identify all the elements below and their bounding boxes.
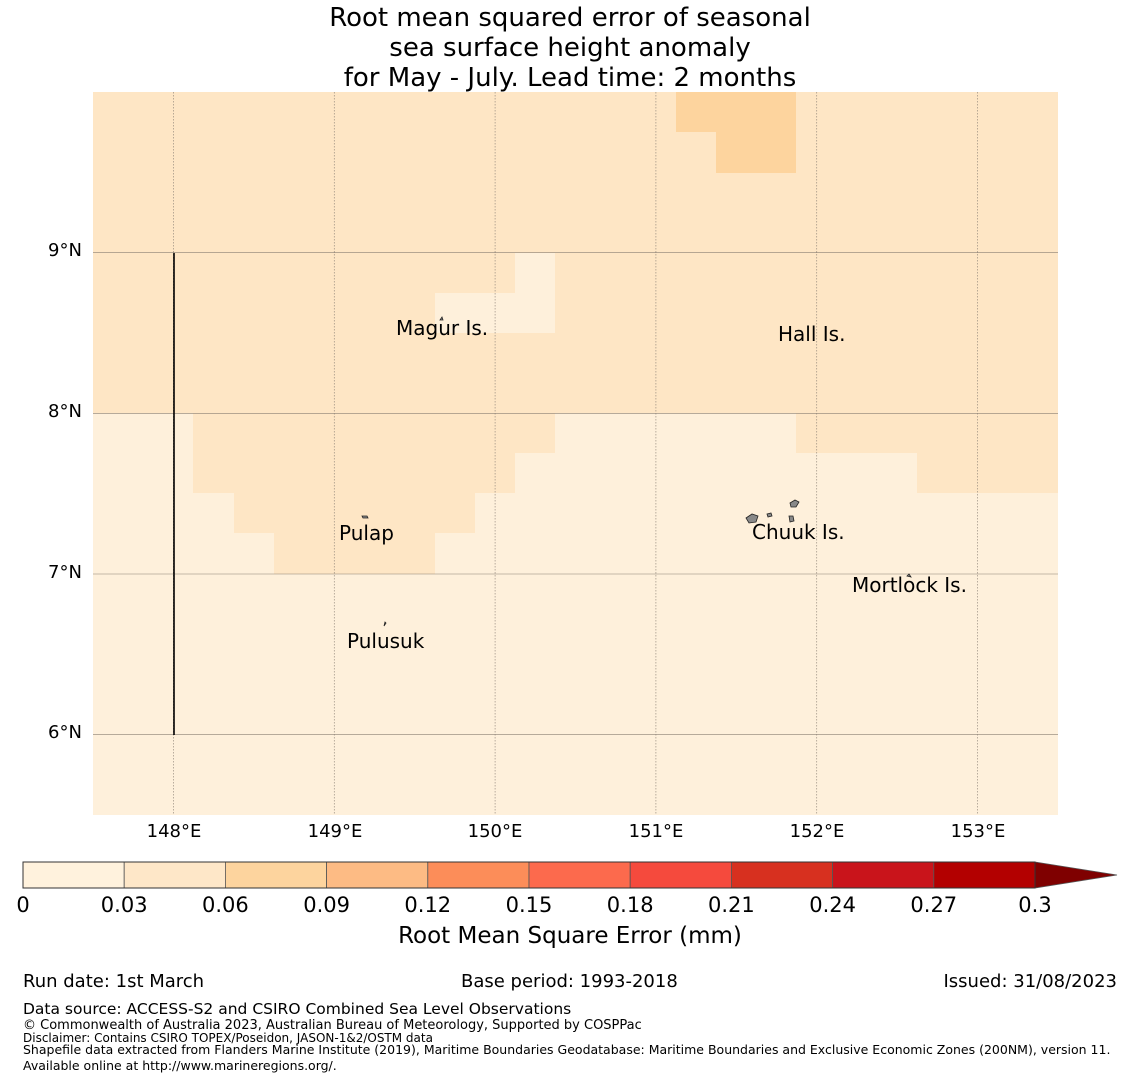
colorbar-swatch	[427, 861, 530, 889]
lat-label-7n: 7°N	[48, 562, 82, 583]
colorbar-tick-label: 0.18	[606, 893, 654, 917]
title-line-2: sea surface height anomaly	[389, 33, 751, 63]
data-source: Data source: ACCESS-S2 and CSIRO Combine…	[23, 1000, 572, 1018]
colorbar-swatch	[933, 861, 1036, 889]
lon-label-152e: 152°E	[789, 821, 845, 842]
island-shapes	[361, 316, 912, 627]
place-label-pulusuk: Pulusuk	[347, 629, 425, 653]
base-period: Base period: 1993-2018	[461, 971, 678, 992]
rmse-cell	[234, 493, 475, 533]
colorbar-swatch	[123, 861, 226, 889]
rmse-cell	[193, 453, 515, 493]
place-label-mortlock: Mortlock Is.	[852, 573, 967, 597]
colorbar-tick-label: 0.3	[1018, 893, 1052, 917]
title-line-3: for May - July. Lead time: 2 months	[343, 63, 797, 93]
colorbar-extend-arrow	[1034, 861, 1118, 889]
pulap-island-shape	[361, 515, 369, 519]
run-date: Run date: 1st March	[23, 971, 205, 992]
colorbar-boxes	[22, 861, 1118, 889]
colorbar-outline	[22, 861, 1036, 889]
lon-label-148e: 148°E	[146, 821, 202, 842]
colorbar-swatch	[326, 861, 429, 889]
colorbar-tick-label: 0.09	[303, 893, 350, 917]
colorbar-swatch	[224, 861, 327, 889]
chuuk-island-shape	[789, 499, 800, 508]
lon-label-149e: 149°E	[307, 821, 363, 842]
lon-label-153e: 153°E	[950, 821, 1006, 842]
mortlock-island-shape	[906, 573, 912, 578]
colorbar-swatch	[22, 861, 125, 889]
issued-date: Issued: 31/08/2023	[943, 971, 1117, 992]
rmse-map	[93, 92, 1058, 815]
shapefile-credit: Shapefile data extracted from Flanders M…	[23, 1042, 1111, 1073]
rmse-cell	[676, 92, 796, 132]
colorbar-label: Root Mean Square Error (mm)	[398, 923, 742, 949]
disclaimer: Disclaimer: Contains CSIRO TOPEX/Poseido…	[23, 1031, 433, 1045]
place-label-hall: Hall Is.	[778, 322, 846, 346]
place-label-chuuk: Chuuk Is.	[752, 520, 845, 544]
colorbar-swatch	[731, 861, 834, 889]
copyright: © Commonwealth of Australia 2023, Austra…	[23, 1018, 642, 1033]
colorbar-swatch	[528, 861, 631, 889]
lat-label-9n: 9°N	[48, 240, 82, 261]
colorbar-tick-label: 0.15	[505, 893, 553, 917]
colorbar-tick-label: 0	[16, 893, 30, 917]
rmse-grid-cells	[93, 92, 1058, 815]
rmse-cell	[796, 413, 1058, 453]
place-label-pulap: Pulap	[339, 521, 394, 545]
colorbar-tick-label: 0.03	[100, 893, 148, 917]
chuuk-island-shape	[766, 512, 773, 518]
colorbar-tick-label: 0.24	[809, 893, 856, 917]
graticule	[93, 92, 1058, 815]
colorbar-tick-label: 0.12	[404, 893, 452, 917]
lat-label-6n: 6°N	[48, 722, 82, 743]
rmse-cell	[193, 413, 555, 453]
lon-label-150e: 150°E	[467, 821, 523, 842]
rmse-cell	[435, 293, 515, 333]
colorbar-swatch	[832, 861, 935, 889]
rmse-cell	[274, 533, 435, 574]
colorbar-tick-label: 0.06	[202, 893, 249, 917]
magur-island-shape	[439, 316, 444, 321]
lon-label-151e: 151°E	[628, 821, 684, 842]
place-label-magur: Magur Is.	[396, 316, 489, 340]
chuuk-island-shape	[745, 513, 759, 524]
rmse-cell	[515, 253, 555, 333]
colorbar-swatch	[629, 861, 732, 889]
colorbar-tick-label: 0.27	[910, 893, 958, 917]
lat-label-8n: 8°N	[48, 401, 82, 422]
colorbar	[22, 861, 1118, 889]
chuuk-island-shape	[788, 515, 795, 523]
title-line-1: Root mean squared error of seasonal	[329, 3, 811, 33]
pulusuk-island-shape	[383, 621, 387, 627]
rmse-cell	[917, 453, 1058, 493]
chart-title: Root mean squared error of seasonal sea …	[0, 3, 1140, 93]
colorbar-tick-label: 0.21	[708, 893, 755, 917]
rmse-cell	[716, 132, 796, 173]
